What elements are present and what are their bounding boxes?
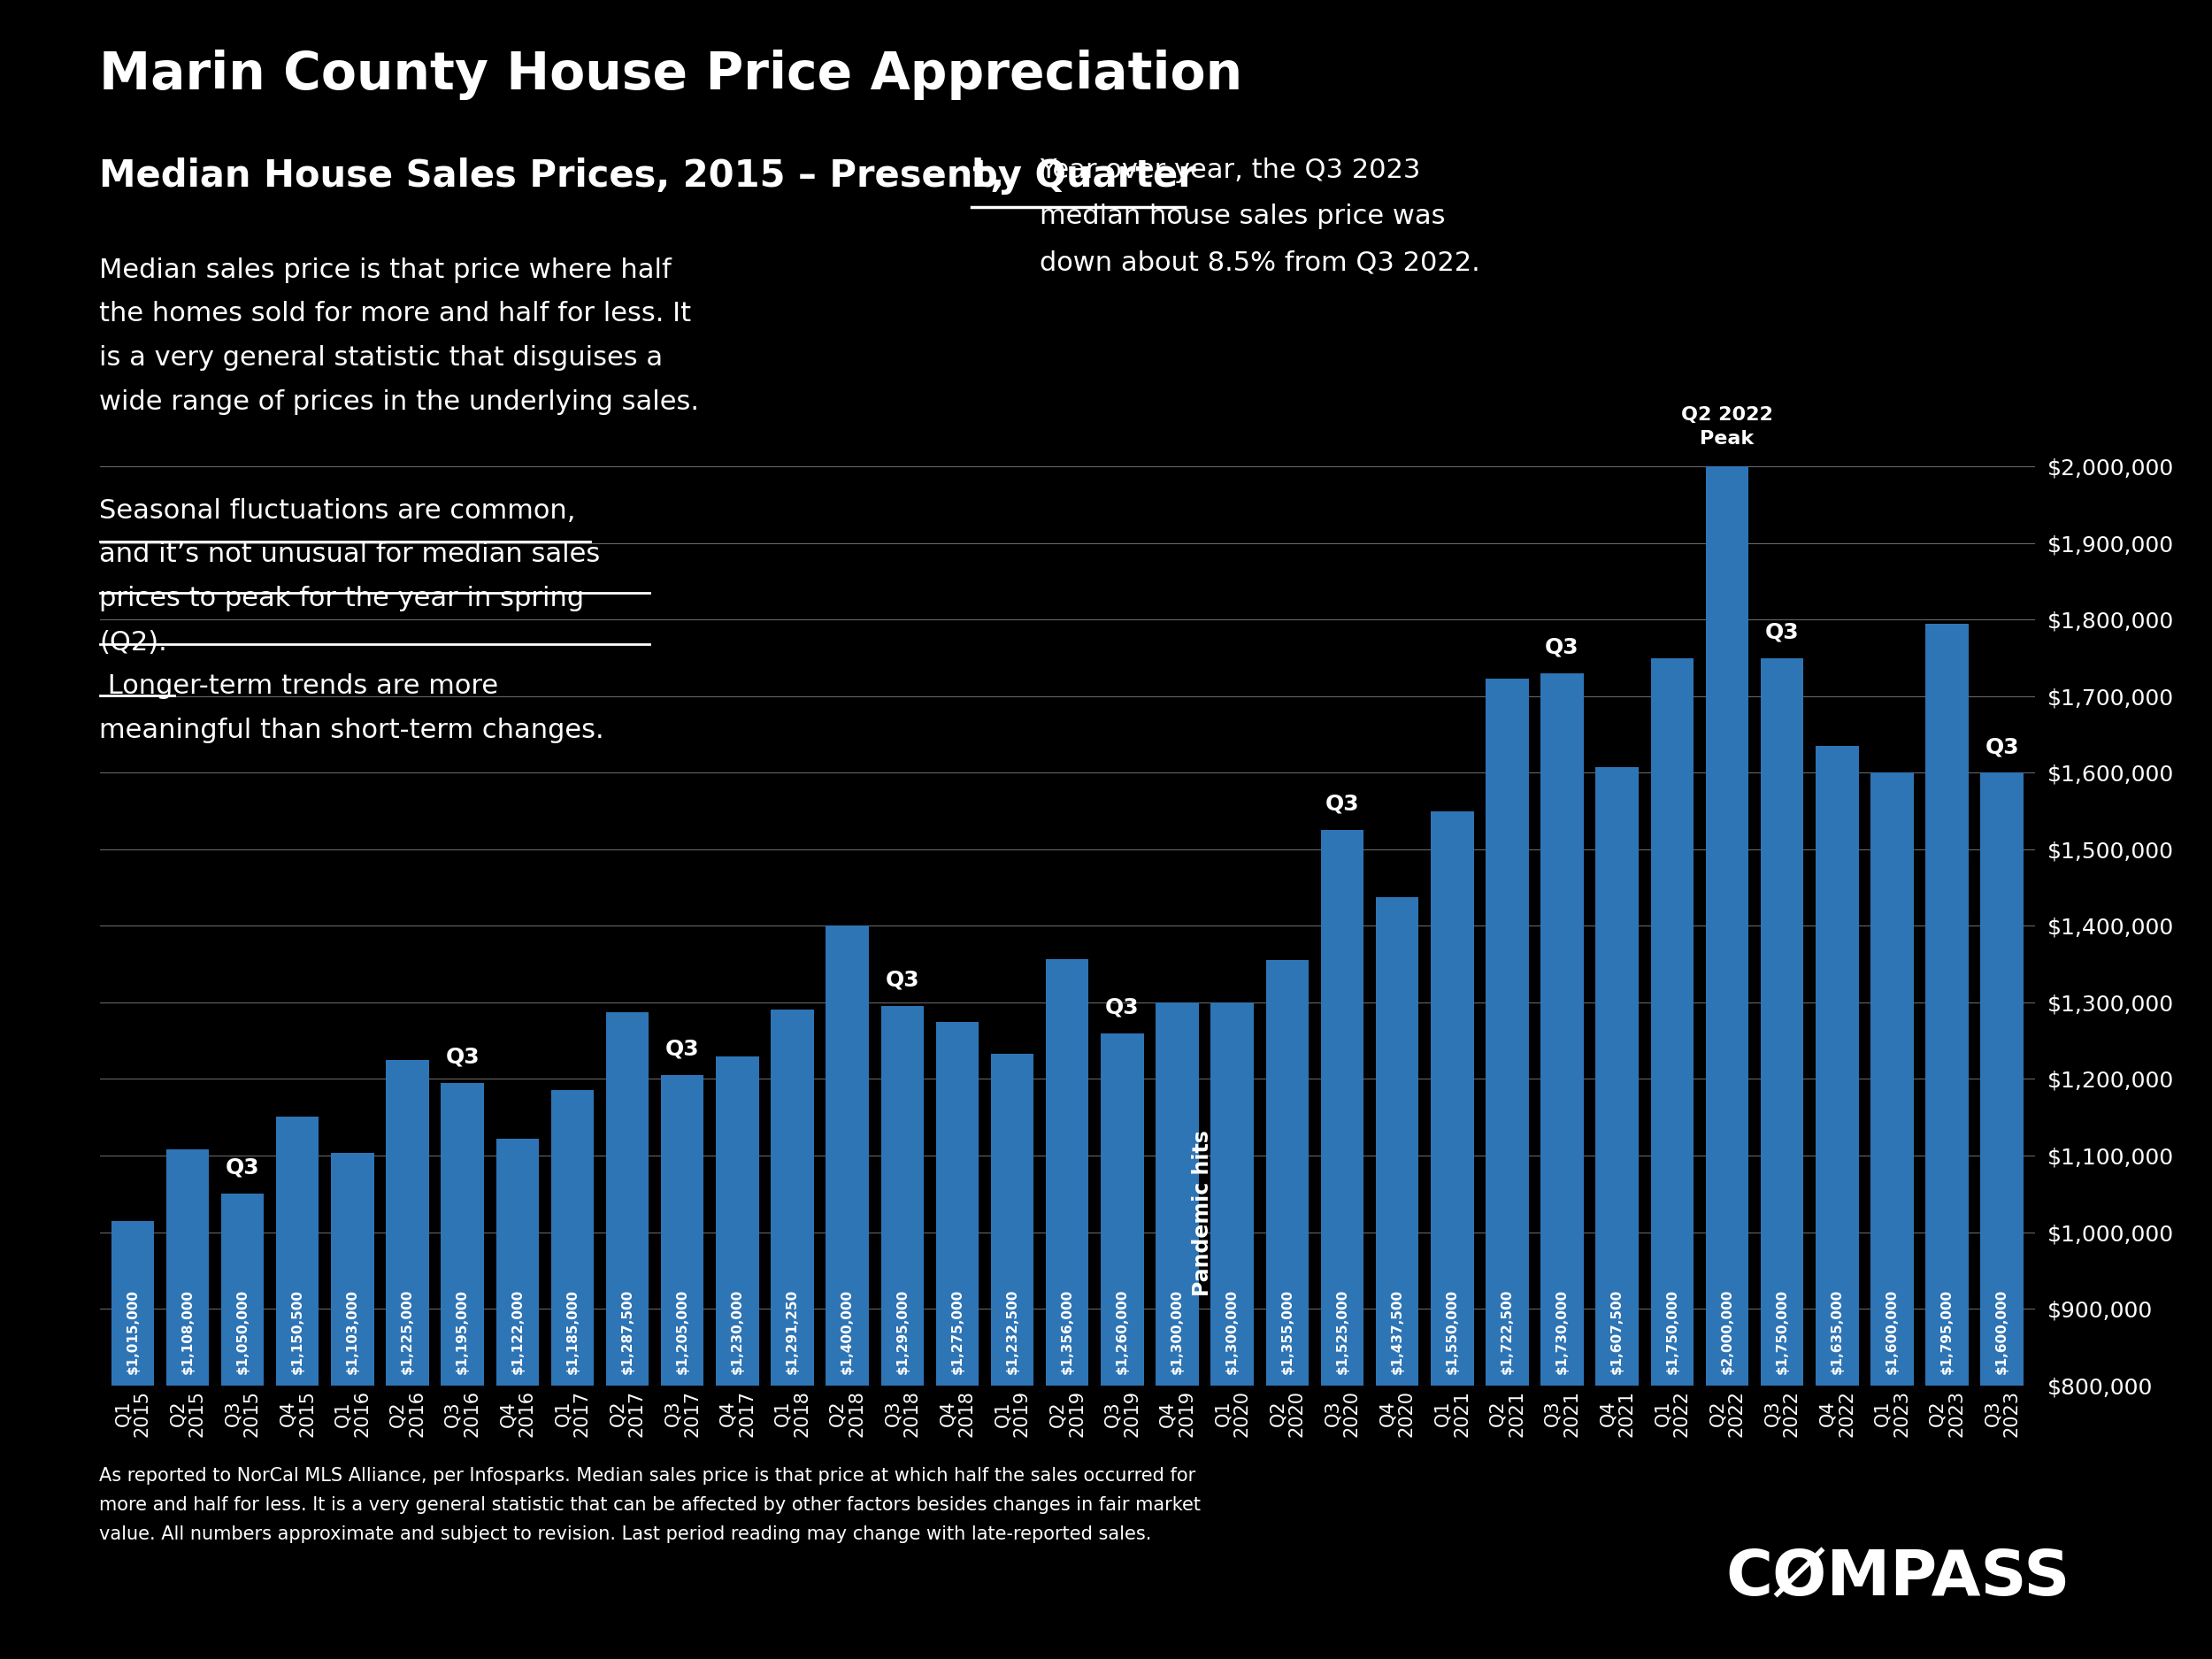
Text: $1,232,500: $1,232,500: [1006, 1289, 1020, 1374]
Bar: [1705, 466, 1747, 1659]
Bar: [1816, 747, 1858, 1659]
Text: CØMPASS: CØMPASS: [1725, 1548, 2070, 1609]
Text: $1,015,000: $1,015,000: [126, 1289, 139, 1374]
Text: Pandemic hits: Pandemic hits: [1192, 1130, 1212, 1296]
Bar: [495, 1138, 540, 1659]
Bar: [1265, 961, 1310, 1659]
Text: $1,108,000: $1,108,000: [181, 1289, 195, 1374]
Bar: [1595, 766, 1639, 1659]
Text: $1,525,000: $1,525,000: [1336, 1289, 1349, 1374]
Text: $1,150,500: $1,150,500: [290, 1289, 303, 1374]
Text: Median sales price is that price where half
the homes sold for more and half for: Median sales price is that price where h…: [100, 257, 699, 415]
Text: by Quarter: by Quarter: [971, 158, 1197, 194]
Text: As reported to NorCal MLS Alliance, per Infosparks. Median sales price is that p: As reported to NorCal MLS Alliance, per …: [100, 1467, 1201, 1543]
Bar: [1210, 1002, 1254, 1659]
Bar: [1486, 679, 1528, 1659]
Text: $1,103,000: $1,103,000: [345, 1289, 358, 1374]
Text: $1,600,000: $1,600,000: [1995, 1289, 2008, 1374]
Text: $1,750,000: $1,750,000: [1776, 1289, 1790, 1374]
Text: $1,795,000: $1,795,000: [1940, 1289, 1953, 1374]
Text: Marin County House Price Appreciation: Marin County House Price Appreciation: [100, 50, 1243, 100]
Text: $1,437,500: $1,437,500: [1391, 1289, 1405, 1374]
Text: $1,722,500: $1,722,500: [1500, 1289, 1513, 1374]
Bar: [1650, 659, 1694, 1659]
Bar: [221, 1194, 263, 1659]
Text: $1,230,000: $1,230,000: [730, 1289, 743, 1374]
Bar: [1980, 773, 2024, 1659]
Text: $1,300,000: $1,300,000: [1170, 1289, 1183, 1374]
Text: Q3: Q3: [666, 1039, 699, 1060]
Bar: [1927, 624, 1969, 1659]
Bar: [1157, 1002, 1199, 1659]
Text: $1,550,000: $1,550,000: [1447, 1289, 1460, 1374]
Bar: [276, 1117, 319, 1659]
Bar: [1871, 773, 1913, 1659]
Bar: [717, 1057, 759, 1659]
Text: Q3: Q3: [1984, 737, 2020, 758]
Text: $1,195,000: $1,195,000: [456, 1289, 469, 1374]
Bar: [166, 1150, 208, 1659]
Bar: [991, 1053, 1033, 1659]
Bar: [1431, 811, 1473, 1659]
Bar: [1761, 659, 1803, 1659]
Bar: [332, 1153, 374, 1659]
Text: $1,600,000: $1,600,000: [1885, 1289, 1898, 1374]
Text: $1,225,000: $1,225,000: [400, 1289, 414, 1374]
Text: Q3: Q3: [885, 971, 920, 990]
Bar: [387, 1060, 429, 1659]
Text: Median House Sales Prices, 2015 – Present,: Median House Sales Prices, 2015 – Presen…: [100, 158, 1018, 194]
Text: $1,260,000: $1,260,000: [1115, 1289, 1128, 1374]
Text: $1,275,000: $1,275,000: [951, 1289, 964, 1374]
Text: $1,287,500: $1,287,500: [622, 1289, 635, 1374]
Text: $1,295,000: $1,295,000: [896, 1289, 909, 1374]
Text: $1,122,000: $1,122,000: [511, 1289, 524, 1374]
Text: Year over year, the Q3 2023
median house sales price was
down about 8.5% from Q3: Year over year, the Q3 2023 median house…: [1040, 158, 1480, 275]
Text: Q2 2022
Peak: Q2 2022 Peak: [1681, 406, 1774, 448]
Text: $1,300,000: $1,300,000: [1225, 1289, 1239, 1374]
Text: $1,635,000: $1,635,000: [1832, 1289, 1845, 1374]
Bar: [1542, 674, 1584, 1659]
Bar: [551, 1090, 593, 1659]
Text: $1,356,000: $1,356,000: [1060, 1289, 1073, 1374]
Text: Q3: Q3: [445, 1047, 480, 1067]
Bar: [1321, 830, 1363, 1659]
Bar: [825, 926, 869, 1659]
Bar: [606, 1012, 648, 1659]
Text: $1,730,000: $1,730,000: [1555, 1289, 1568, 1374]
Bar: [880, 1007, 925, 1659]
Text: Q3: Q3: [1106, 997, 1139, 1017]
Text: $1,291,250: $1,291,250: [785, 1289, 799, 1374]
Text: $1,607,500: $1,607,500: [1610, 1289, 1624, 1374]
Text: $1,750,000: $1,750,000: [1666, 1289, 1679, 1374]
Text: $2,000,000: $2,000,000: [1721, 1289, 1734, 1374]
Text: Q3: Q3: [226, 1158, 259, 1178]
Text: $1,205,000: $1,205,000: [675, 1289, 688, 1374]
Text: Q3: Q3: [1765, 622, 1798, 642]
Bar: [440, 1083, 484, 1659]
Text: Q3: Q3: [1325, 793, 1360, 815]
Bar: [1102, 1034, 1144, 1659]
Bar: [1046, 959, 1088, 1659]
Bar: [1376, 898, 1418, 1659]
Text: Q3: Q3: [1544, 637, 1579, 659]
Text: $1,185,000: $1,185,000: [566, 1289, 580, 1374]
Text: $1,050,000: $1,050,000: [237, 1289, 250, 1374]
Bar: [936, 1022, 978, 1659]
Bar: [661, 1075, 703, 1659]
Bar: [111, 1221, 155, 1659]
Text: Seasonal fluctuations are common,
and it’s not unusual for median sales
prices t: Seasonal fluctuations are common, and it…: [100, 498, 604, 743]
Bar: [772, 1009, 814, 1659]
Text: $1,355,000: $1,355,000: [1281, 1289, 1294, 1374]
Text: $1,400,000: $1,400,000: [841, 1289, 854, 1374]
